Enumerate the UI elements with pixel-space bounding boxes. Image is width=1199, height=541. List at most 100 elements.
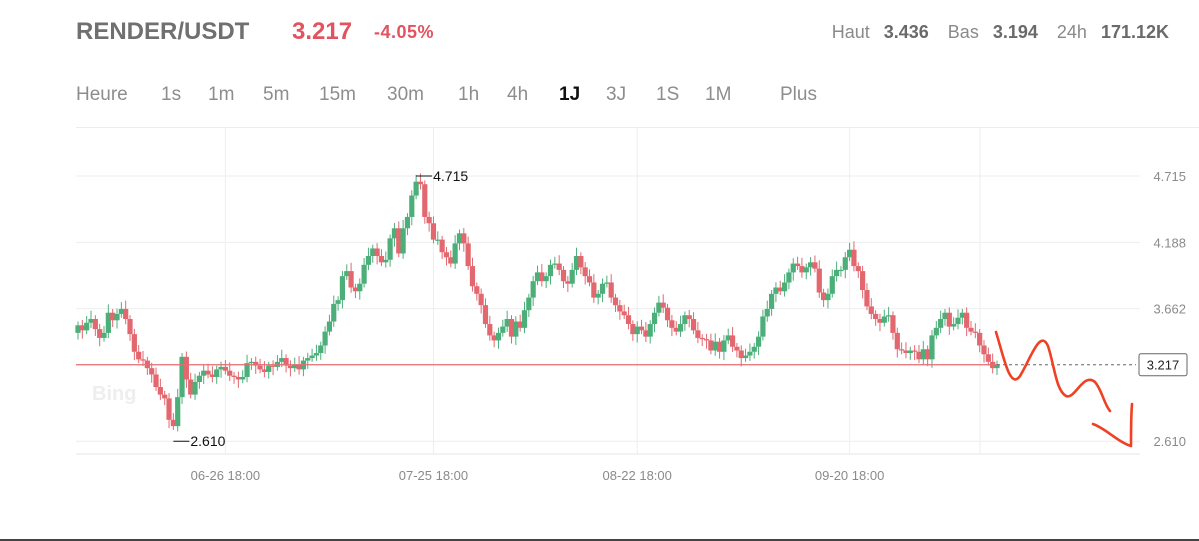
candle-body <box>266 365 272 372</box>
daily-stats: Haut 3.436 Bas 3.194 24h 171.12K <box>818 22 1169 43</box>
candle-body <box>591 282 597 298</box>
candle-body <box>404 216 411 229</box>
tab-1m-month[interactable]: 1M <box>705 84 732 105</box>
candle-body <box>920 349 926 360</box>
candle-body <box>534 272 541 282</box>
tab-1m[interactable]: 1m <box>208 84 235 105</box>
candle-body <box>951 324 957 327</box>
tab-1j[interactable]: 1J <box>559 84 581 105</box>
y-tick-label: 4.188 <box>1153 235 1186 250</box>
candle-body <box>209 374 215 377</box>
candle-body <box>742 355 749 359</box>
candle-body <box>153 374 159 388</box>
candle-body <box>946 312 952 327</box>
candle-body <box>751 346 757 352</box>
candle-body <box>530 281 536 298</box>
bottom-border <box>0 539 1199 541</box>
tab-4h[interactable]: 4h <box>507 84 529 105</box>
candle-body <box>305 358 311 361</box>
candle-body <box>834 269 840 277</box>
candle-body <box>981 345 987 355</box>
candle-body <box>183 356 189 380</box>
candle-body <box>625 315 632 325</box>
tab-heure[interactable]: Heure <box>76 84 128 105</box>
candle-body <box>287 365 294 369</box>
candle-body <box>768 293 775 309</box>
candle-body <box>123 308 129 320</box>
candle-body <box>847 249 853 258</box>
candle-body <box>162 394 168 399</box>
tab-15m[interactable]: 15m <box>319 84 356 105</box>
candle-body <box>656 302 662 313</box>
candle-body <box>669 320 675 328</box>
tab-1s[interactable]: 1s <box>161 84 182 105</box>
candle-body <box>400 228 406 254</box>
candle-body <box>864 290 870 307</box>
y-tick-label: 3.662 <box>1153 302 1186 317</box>
hand-drawn-projection <box>994 330 1112 413</box>
candle-body <box>149 368 155 375</box>
volume-value: 171.12K <box>1100 22 1169 42</box>
candle-body <box>188 379 194 395</box>
candle-body <box>105 312 111 333</box>
candle-body <box>435 239 441 241</box>
candlestick-chart[interactable]: 4.715 4.188 3.662 2.610 06-26 18:00 07-25 18:… <box>0 128 1199 508</box>
candle-body <box>88 319 94 323</box>
tab-plus[interactable]: Plus <box>780 84 817 105</box>
candle-body <box>790 263 796 273</box>
candle-body <box>136 351 142 360</box>
tab-1s-week[interactable]: 1S <box>656 84 680 105</box>
candle-body <box>75 325 81 333</box>
candle-body <box>799 266 805 273</box>
high-label: Haut <box>831 22 870 42</box>
candle-body <box>391 228 398 239</box>
tab-1h[interactable]: 1h <box>458 84 480 105</box>
max-price-label: 4.715 <box>433 168 468 184</box>
candle-body <box>812 262 818 269</box>
candle-body <box>968 327 974 332</box>
tab-5m[interactable]: 5m <box>263 84 290 105</box>
candle-body <box>157 387 163 395</box>
candle-body <box>699 337 705 340</box>
candle-body <box>539 272 545 282</box>
candle-body <box>235 376 241 380</box>
candle-body <box>647 324 653 337</box>
candle-body <box>127 319 133 335</box>
candle-body <box>708 340 714 351</box>
candle-body <box>764 308 770 317</box>
candle-body <box>240 376 246 380</box>
candle-body <box>84 322 90 331</box>
high-value: 3.436 <box>883 22 929 42</box>
candle-body <box>348 271 354 288</box>
x-tick-label: 07-25 18:00 <box>399 468 468 483</box>
candle-body <box>573 256 580 270</box>
candle-body <box>729 335 736 347</box>
candle-body <box>664 307 671 321</box>
candle-body <box>283 358 289 366</box>
candle-body <box>422 184 428 217</box>
price-change: -4.05% <box>374 22 435 42</box>
candle-body <box>413 181 419 196</box>
candle-body <box>556 263 562 270</box>
candle-body <box>985 354 991 362</box>
x-tick-label: 08-22 18:00 <box>602 468 671 483</box>
candle-body <box>838 269 844 272</box>
candle-body <box>638 326 645 331</box>
candle-body <box>825 293 831 301</box>
candle-body <box>543 276 549 282</box>
candle-body <box>253 361 259 366</box>
candle-body <box>261 369 268 372</box>
tab-30m[interactable]: 30m <box>387 84 424 105</box>
candle-body <box>101 332 107 338</box>
y-tick-label: 2.610 <box>1153 434 1186 449</box>
low-label: Bas <box>947 22 979 42</box>
candle-body <box>370 248 376 257</box>
x-tick-label: 09-20 18:00 <box>815 468 884 483</box>
tab-3j[interactable]: 3J <box>606 84 627 105</box>
candle-body <box>860 271 866 291</box>
pair-title: RENDER/USDT <box>76 18 250 45</box>
candle-body <box>175 397 181 427</box>
candle-body <box>227 370 233 376</box>
candle-body <box>725 335 731 341</box>
candle-body <box>552 263 558 265</box>
